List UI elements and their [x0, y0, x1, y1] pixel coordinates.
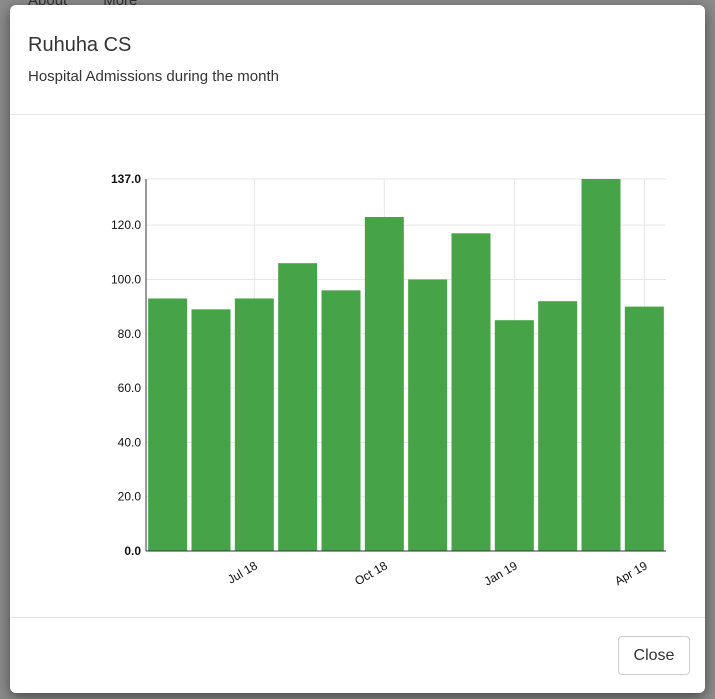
bar	[234, 298, 274, 551]
bar	[191, 309, 231, 551]
modal-title: Ruhuha CS	[28, 34, 132, 56]
x-tick-label: Jan 19	[482, 558, 520, 588]
y-tick-label: 80.0	[118, 327, 142, 341]
nav-item[interactable]: About	[28, 0, 67, 9]
nav: About More	[28, 0, 173, 9]
bar	[408, 279, 448, 551]
bar	[148, 298, 188, 551]
bar	[581, 179, 621, 551]
y-tick-label: 137.0	[111, 172, 141, 186]
y-tick-label: 0.0	[124, 544, 141, 558]
y-tick-label: 120.0	[111, 218, 141, 232]
bar	[364, 217, 404, 552]
nav-item[interactable]: More	[103, 0, 137, 9]
x-tick-label: Jul 18	[225, 558, 260, 586]
y-tick-label: 40.0	[118, 435, 142, 449]
close-button[interactable]: Close	[618, 636, 690, 675]
modal-footer	[10, 617, 705, 618]
x-tick-label: Oct 18	[352, 558, 390, 588]
x-tick-label: Apr 19	[612, 558, 650, 588]
bar	[278, 263, 318, 551]
bar	[321, 290, 361, 551]
bar	[451, 233, 491, 551]
bar	[538, 301, 578, 551]
bar	[494, 320, 534, 551]
y-tick-label: 20.0	[118, 490, 142, 504]
bar	[624, 306, 664, 551]
modal-header: Ruhuha CS Hospital Admissions during the…	[10, 5, 705, 115]
y-tick-label: 100.0	[111, 272, 141, 286]
y-tick-label: 60.0	[118, 381, 142, 395]
modal-subtitle: Hospital Admissions during the month	[28, 68, 279, 85]
